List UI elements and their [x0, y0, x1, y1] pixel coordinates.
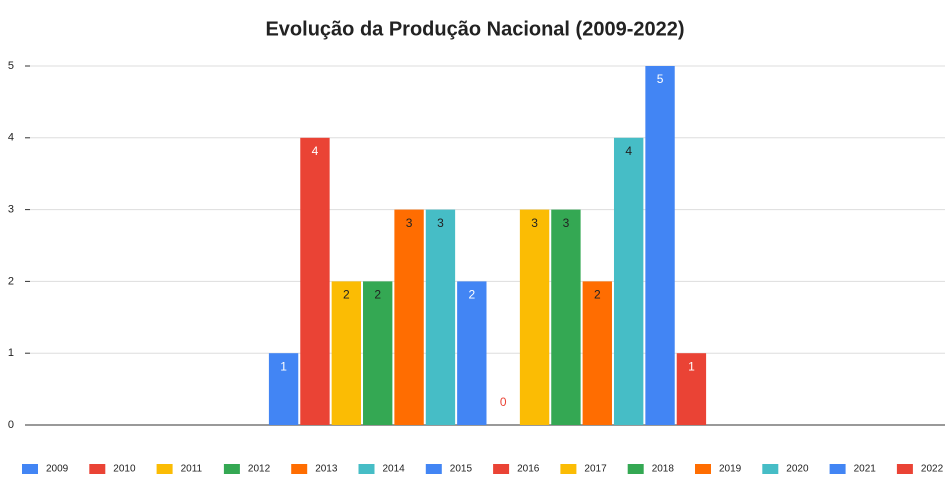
bar [645, 66, 675, 425]
legend-swatch [829, 464, 846, 474]
bar [331, 281, 362, 425]
legend-swatch [493, 464, 510, 474]
legend-label: 2017 [584, 464, 607, 475]
legend-swatch [22, 464, 38, 474]
bar [676, 353, 707, 425]
legend-swatch [89, 464, 106, 474]
legend-swatch [896, 464, 913, 474]
value-label: 2 [594, 288, 601, 302]
value-label: 5 [657, 72, 664, 86]
y-tick-label: 1 [8, 347, 14, 359]
legend-label: 2013 [315, 464, 338, 475]
legend-label: 2018 [652, 464, 675, 475]
legend-swatch [627, 464, 644, 474]
legend-label: 2019 [719, 464, 742, 475]
bar [363, 281, 393, 425]
value-label: 3 [563, 216, 570, 230]
value-label: 1 [280, 359, 287, 373]
value-label: 2 [468, 288, 475, 302]
legend-label: 2010 [113, 464, 136, 475]
bar [551, 209, 581, 425]
y-tick-label: 2 [8, 275, 14, 287]
legend-label: 2014 [383, 464, 406, 475]
legend-swatch [156, 464, 173, 474]
bar [425, 209, 456, 425]
legend-label: 2015 [450, 464, 473, 475]
legend-label: 2022 [921, 464, 944, 475]
legend-swatch [425, 464, 442, 474]
bar [268, 353, 299, 425]
legend-swatch [762, 464, 779, 474]
legend-label: 2012 [248, 464, 271, 475]
bar [519, 209, 550, 425]
value-label: 4 [312, 144, 319, 158]
bar [394, 209, 424, 425]
bar [300, 137, 330, 426]
value-label: 3 [531, 216, 538, 230]
bar [457, 281, 487, 425]
value-label: 3 [437, 216, 444, 230]
value-label: 2 [374, 288, 381, 302]
legend-swatch [358, 464, 375, 474]
value-label: 2 [343, 288, 350, 302]
legend-swatch [695, 464, 711, 474]
legend-label: 2016 [517, 464, 540, 475]
y-tick-label: 3 [8, 204, 14, 216]
legend-label: 2009 [46, 464, 69, 475]
legend-label: 2020 [786, 464, 809, 475]
y-tick-label: 4 [8, 132, 14, 144]
chart-title: Evolução da Produção Nacional (2009-2022… [265, 18, 684, 40]
legend-label: 2011 [181, 464, 203, 475]
legend-swatch [223, 464, 240, 474]
value-label: 0 [500, 395, 507, 409]
y-tick-label: 5 [8, 60, 14, 72]
legend-label: 2021 [854, 464, 877, 475]
bar [582, 281, 612, 425]
value-label: 1 [688, 359, 695, 373]
legend-swatch [291, 464, 308, 474]
bar [613, 137, 644, 426]
legend-swatch [560, 464, 577, 474]
value-label: 3 [406, 216, 413, 230]
y-tick-label: 0 [8, 419, 14, 431]
value-label: 4 [625, 144, 632, 158]
